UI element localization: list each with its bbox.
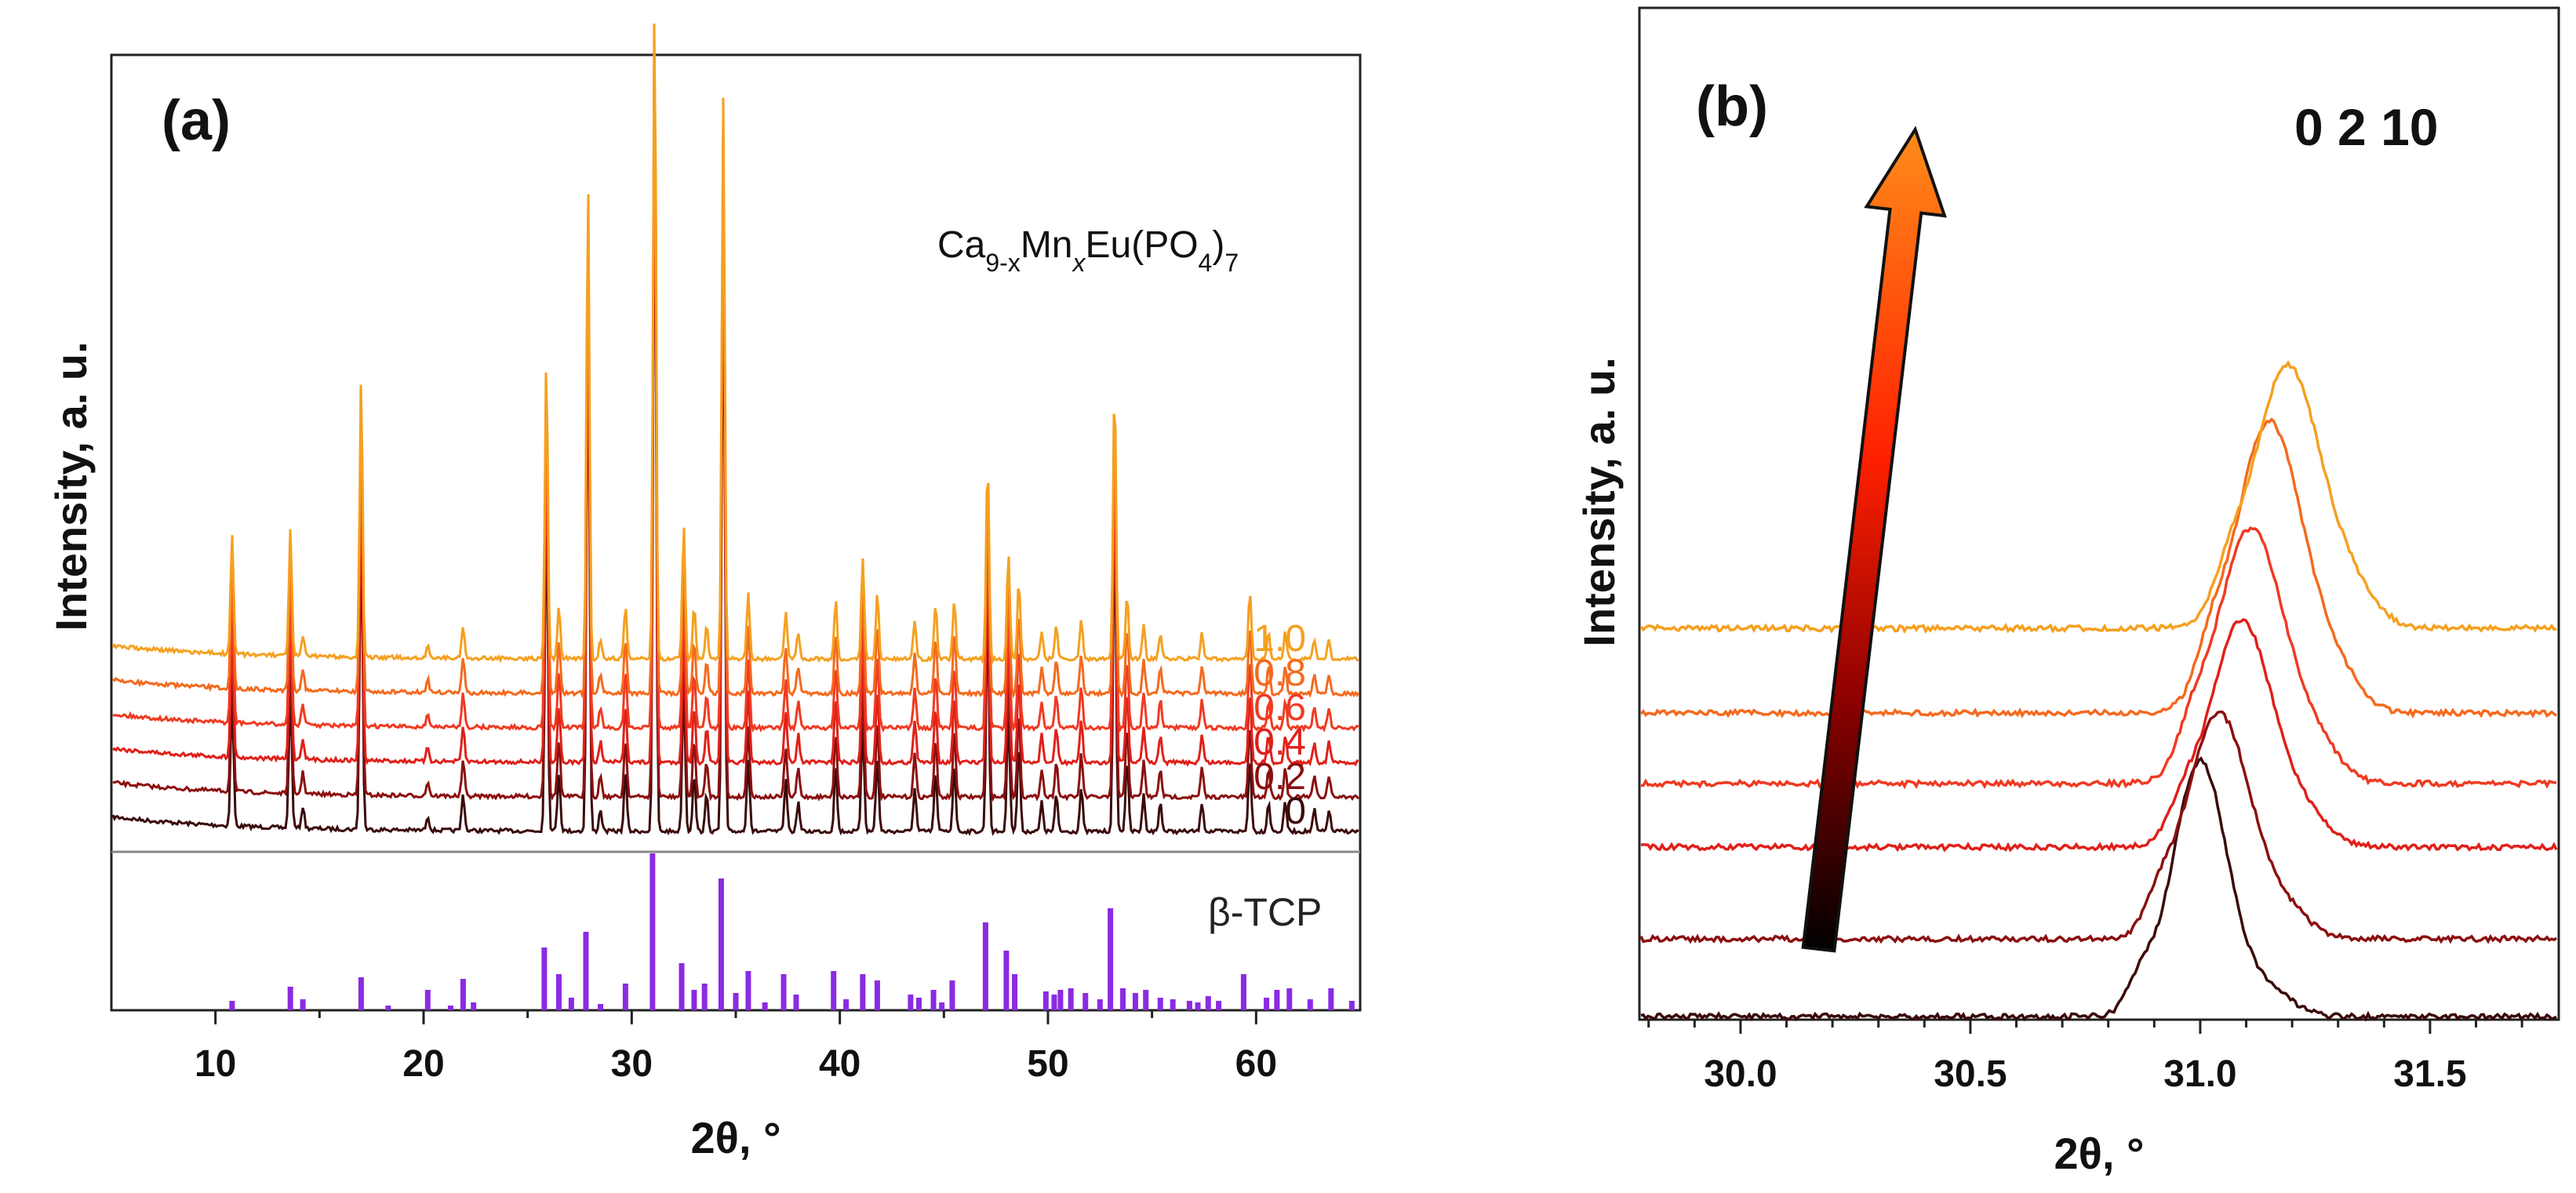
panel-b-x-ticks: 30.0 30.5 31.0 31.5 <box>1647 1020 2523 1095</box>
panel-a-frame <box>110 53 1362 1012</box>
x-tick-label: 31.0 <box>2163 1053 2236 1095</box>
x-tick-label: 30.0 <box>1704 1053 1777 1095</box>
panel-a-reference-sticks <box>229 853 1355 1010</box>
peak-trace-x-0.2 <box>1639 710 2558 944</box>
x-tick-label: 40 <box>819 1043 860 1085</box>
reflection-label: 0 2 10 <box>2294 98 2439 156</box>
panel-a-x-ticks: 10 20 30 40 50 60 <box>195 1010 1277 1085</box>
peak-trace-x-0.6 <box>1640 526 2557 790</box>
x-tick-label: 30.5 <box>1934 1053 2007 1095</box>
series-label-1.0: 1.0 <box>1253 618 1306 660</box>
peak-trace-x-0.8 <box>1639 417 2558 719</box>
composition-arrow <box>1801 125 1947 953</box>
x-tick-label: 50 <box>1027 1043 1068 1085</box>
peak-trace-x-0 <box>1640 756 2557 1022</box>
panel-b: 30.0 30.5 31.0 31.5 (b) 0 2 10 2θ, ° Intens… <box>1574 6 2560 1178</box>
series-label-0: 0 <box>1285 791 1306 832</box>
panel-a-x-axis-title: 2θ, ° <box>691 1113 781 1162</box>
xrd-trace-x-0.2 <box>112 104 1360 802</box>
xrd-trace-x-0.8 <box>111 42 1360 699</box>
xrd-trace-x-0.6 <box>112 66 1359 733</box>
panel-a-formula: Ca9-xMnxEu(PO4)7 <box>937 224 1239 277</box>
panel-a-label: (a) <box>162 89 231 152</box>
x-tick-label: 60 <box>1235 1043 1277 1085</box>
peak-trace-x-0.4 <box>1640 617 2558 853</box>
panel-b-frame <box>1638 6 2560 1021</box>
x-tick-label: 10 <box>195 1043 236 1085</box>
xrd-trace-x-1.0 <box>111 23 1359 664</box>
panel-b-y-axis-title: Intensity, a. u. <box>1574 357 1624 646</box>
panel-b-label: (b) <box>1696 75 1768 138</box>
series-label-0.6: 0.6 <box>1253 687 1306 729</box>
panel-b-traces <box>1639 360 2558 1022</box>
series-label-0.4: 0.4 <box>1253 722 1306 763</box>
panel-a: 10 20 30 40 50 60 00.20.40.60.81.0 (a) Ca9-xM… <box>46 23 1362 1162</box>
peak-trace-x-1.0 <box>1639 360 2557 635</box>
xrd-trace-x-0.4 <box>112 85 1359 767</box>
reference-label: β-TCP <box>1208 890 1322 934</box>
series-label-0.2: 0.2 <box>1253 756 1306 798</box>
panel-a-traces <box>111 23 1360 836</box>
panel-b-x-axis-title: 2θ, ° <box>2054 1129 2145 1178</box>
panel-a-series-labels: 00.20.40.60.81.0 <box>1253 618 1306 832</box>
xrd-trace-x-0 <box>111 126 1359 836</box>
x-tick-label: 30 <box>611 1043 653 1085</box>
x-tick-label: 31.5 <box>2393 1053 2466 1095</box>
x-tick-label: 20 <box>402 1043 444 1085</box>
panel-a-y-axis-title: Intensity, a. u. <box>46 341 96 631</box>
series-label-0.8: 0.8 <box>1253 653 1306 694</box>
